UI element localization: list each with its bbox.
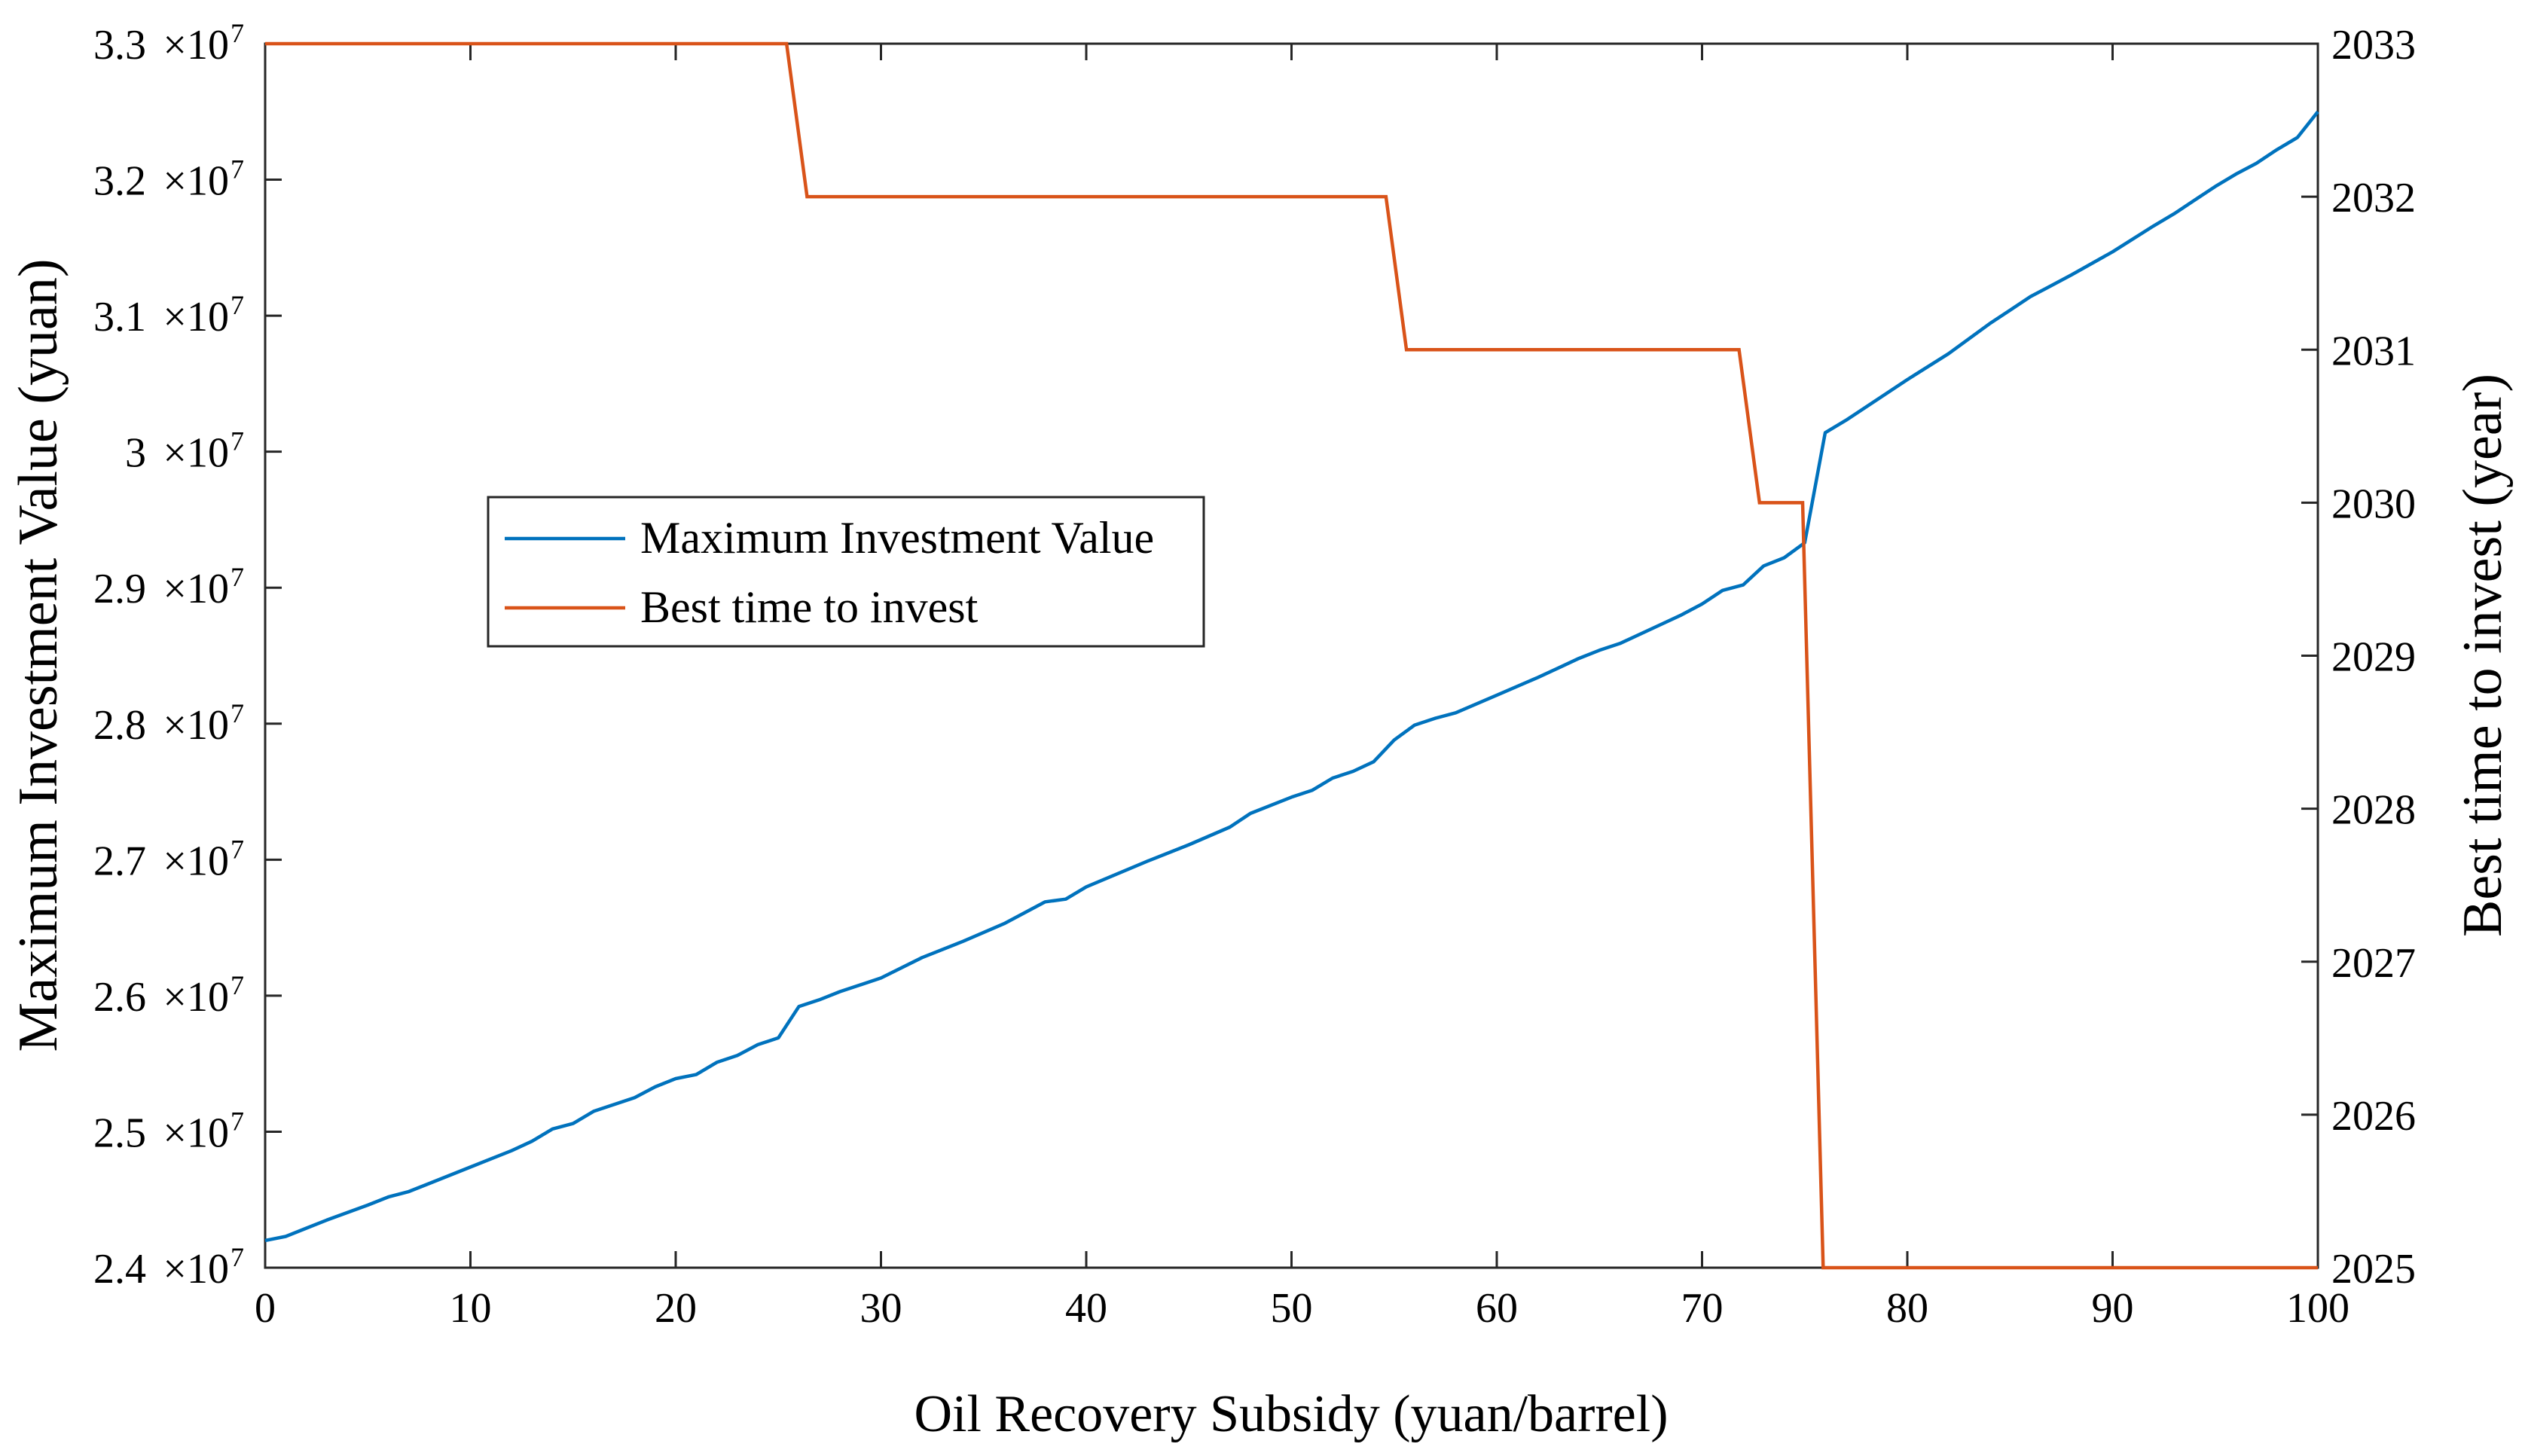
y-tick-label-base: ×10	[163, 566, 229, 612]
series-line-best-time-to-invest	[265, 41, 2318, 1270]
plot-area	[264, 42, 2319, 1269]
x-tick-label: 100	[2286, 1285, 2349, 1332]
x-axis-label: Oil Recovery Subsidy (yuan/barrel)	[914, 1385, 1668, 1443]
y-tick-label: 7×10 3.2	[93, 154, 244, 205]
x-tick-label: 70	[1681, 1285, 1724, 1332]
y-tick-label-mantissa: 3.3	[93, 22, 146, 69]
x-axis: 0 10 20 30 40 50 60 70 80 90 100	[255, 44, 2349, 1332]
y2-tick-label: 2033	[2331, 22, 2416, 69]
y-tick-label-mantissa: 2.6	[93, 974, 146, 1021]
legend-box	[487, 496, 1205, 648]
left-y-axis: 7×102.47×102.57×102.67×102.77×102.87×102…	[93, 18, 282, 1293]
y-tick-label: 7×10 3	[125, 426, 244, 477]
y-tick-label-exponent: 7	[231, 698, 244, 728]
y-tick-label-exponent: 7	[231, 834, 244, 864]
left-y-axis-label: Maximum Investment Value (yuan)	[8, 259, 69, 1052]
y-tick-label-exponent: 7	[231, 970, 244, 1000]
series-line-maximum-investment-value	[264, 110, 2319, 1243]
y2-tick-label: 2026	[2331, 1093, 2416, 1140]
y-tick-label-mantissa: 3.2	[93, 158, 146, 205]
y2-tick-label: 2028	[2331, 787, 2416, 834]
y-tick-label-base: ×10	[163, 294, 229, 340]
y-tick-label-base: ×10	[163, 838, 229, 884]
y-tick-label-exponent: 7	[231, 1106, 244, 1136]
y-tick-label-mantissa: 2.9	[93, 566, 146, 612]
x-tick-label: 50	[1271, 1285, 1313, 1332]
y-tick-label-base: ×10	[163, 1246, 229, 1293]
x-tick-label: 90	[2092, 1285, 2134, 1332]
y-tick-label: 7×10 2.9	[93, 562, 244, 612]
y-tick-label: 7×10 2.7	[93, 834, 244, 884]
y-tick-label-exponent: 7	[231, 426, 244, 456]
y-tick-label: 7×10 2.8	[93, 698, 244, 749]
y2-tick-label: 2029	[2331, 634, 2416, 681]
y-tick-label-mantissa: 3	[125, 430, 146, 477]
x-tick-label: 20	[655, 1285, 697, 1332]
y2-tick-label: 2027	[2331, 940, 2416, 987]
legend-label-best-time-to-invest: Best time to invest	[640, 582, 979, 632]
right-y-axis: 2025 2026 2027 2028 2029 2030 2031 2032 2033	[2301, 22, 2416, 1293]
x-tick-label: 60	[1476, 1285, 1518, 1332]
y-tick-label-mantissa: 2.8	[93, 702, 146, 749]
y-tick-label: 7×10 3.3	[93, 18, 244, 69]
x-tick-label: 10	[450, 1285, 492, 1332]
right-y-axis-label: Best time to invest (year)	[2452, 374, 2514, 937]
y2-tick-label: 2032	[2331, 175, 2416, 221]
y-tick-label: 7×10 2.6	[93, 970, 244, 1021]
y-tick-label-exponent: 7	[231, 18, 244, 48]
legend: Maximum Investment Value Best time to in…	[487, 496, 1205, 648]
x-tick-label: 80	[1886, 1285, 1928, 1332]
x-tick-label: 30	[860, 1285, 902, 1332]
y-tick-label-exponent: 7	[231, 1242, 244, 1272]
y-tick-label-mantissa: 3.1	[93, 294, 146, 340]
x-tick-label: 40	[1065, 1285, 1107, 1332]
y-tick-label-exponent: 7	[231, 562, 244, 592]
y2-tick-label: 2031	[2331, 328, 2416, 374]
y-tick-label-base: ×10	[163, 430, 229, 477]
y2-tick-label: 2025	[2331, 1246, 2416, 1293]
y-tick-label-base: ×10	[163, 1110, 229, 1156]
y2-tick-label: 2030	[2331, 481, 2416, 527]
y-tick-label-mantissa: 2.7	[93, 838, 146, 884]
y-tick-label: 7×10 2.4	[93, 1242, 244, 1293]
y-tick-label-mantissa: 2.4	[93, 1246, 146, 1293]
y-tick-label: 7×10 3.1	[93, 290, 244, 340]
y-tick-label-base: ×10	[163, 22, 229, 69]
y-tick-label: 7×10 2.5	[93, 1106, 244, 1156]
x-tick-label: 0	[255, 1285, 276, 1332]
y-tick-label-exponent: 7	[231, 290, 244, 320]
y-tick-label-base: ×10	[163, 974, 229, 1021]
legend-label-maximum-investment-value: Maximum Investment Value	[640, 513, 1154, 563]
y-tick-label-mantissa: 2.5	[93, 1110, 146, 1156]
y-tick-label-exponent: 7	[231, 154, 244, 185]
y-tick-label-base: ×10	[163, 158, 229, 205]
y-tick-label-base: ×10	[163, 702, 229, 749]
